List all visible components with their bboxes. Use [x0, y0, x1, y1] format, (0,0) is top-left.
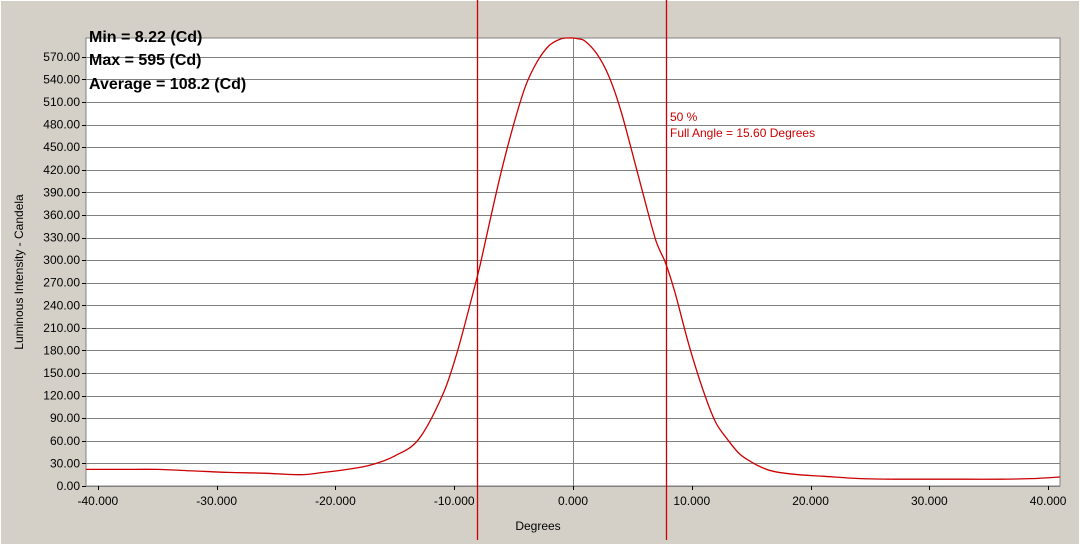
stat-min: Min = 8.22 (Cd) — [89, 29, 202, 46]
y-tick-label: 180.00 — [43, 343, 80, 357]
y-tick-label: 210.00 — [43, 321, 80, 335]
y-tick-label: 450.00 — [43, 140, 80, 154]
y-axis-ticks: 0.00 30.00 60.00 90.00 120.00 150.00 180.00 210… — [43, 50, 86, 493]
y-tick-label: 30.00 — [50, 456, 80, 470]
y-tick-label: 150.00 — [43, 366, 80, 380]
x-axis-ticks: -40.000 -30.000 -20.000 -10.000 0.000 10.000 2… — [78, 486, 1067, 508]
x-tick-label: 20.000 — [792, 494, 829, 508]
y-tick-label: 60.00 — [50, 434, 80, 448]
x-tick-label: -10.000 — [434, 494, 475, 508]
stat-max: Max = 595 (Cd) — [89, 52, 201, 69]
grid-layer — [86, 38, 1060, 487]
x-tick-label: -30.000 — [196, 494, 237, 508]
x-tick-label: -20.000 — [315, 494, 356, 508]
x-tick-label: 40.000 — [1030, 494, 1067, 508]
y-tick-label: 390.00 — [43, 185, 80, 199]
y-tick-label: 540.00 — [43, 72, 80, 86]
y-axis-title: Luminous Intensity - Candela — [12, 194, 26, 350]
y-tick-label: 0.00 — [57, 479, 81, 493]
half-max-markers — [476, 0, 668, 540]
x-tick-label: 0.000 — [558, 494, 588, 508]
x-tick-label: 10.000 — [673, 494, 710, 508]
x-tick-label: -40.000 — [78, 494, 119, 508]
y-tick-label: 330.00 — [43, 231, 80, 245]
y-tick-label: 240.00 — [43, 298, 80, 312]
full-angle-annotation: 50 % Full Angle = 15.60 Degrees — [670, 110, 815, 140]
y-tick-label: 420.00 — [43, 163, 80, 177]
y-tick-label: 480.00 — [43, 118, 80, 132]
stats-box: Min = 8.22 (Cd) Max = 595 (Cd) Average =… — [89, 29, 246, 93]
y-tick-label: 270.00 — [43, 276, 80, 290]
x-axis-title: Degrees — [515, 519, 560, 533]
x-tick-label: 30.000 — [911, 494, 948, 508]
y-tick-label: 570.00 — [43, 50, 80, 64]
y-tick-label: 300.00 — [43, 253, 80, 267]
intensity-curve — [86, 37, 1061, 480]
stat-average: Average = 108.2 (Cd) — [89, 76, 246, 93]
y-tick-label: 90.00 — [50, 411, 80, 425]
y-tick-label: 360.00 — [43, 208, 80, 222]
y-tick-label: 120.00 — [43, 389, 80, 403]
annotation-percent: 50 % — [670, 110, 698, 124]
y-tick-label: 510.00 — [43, 95, 80, 109]
annotation-full-angle: Full Angle = 15.60 Degrees — [670, 126, 815, 140]
